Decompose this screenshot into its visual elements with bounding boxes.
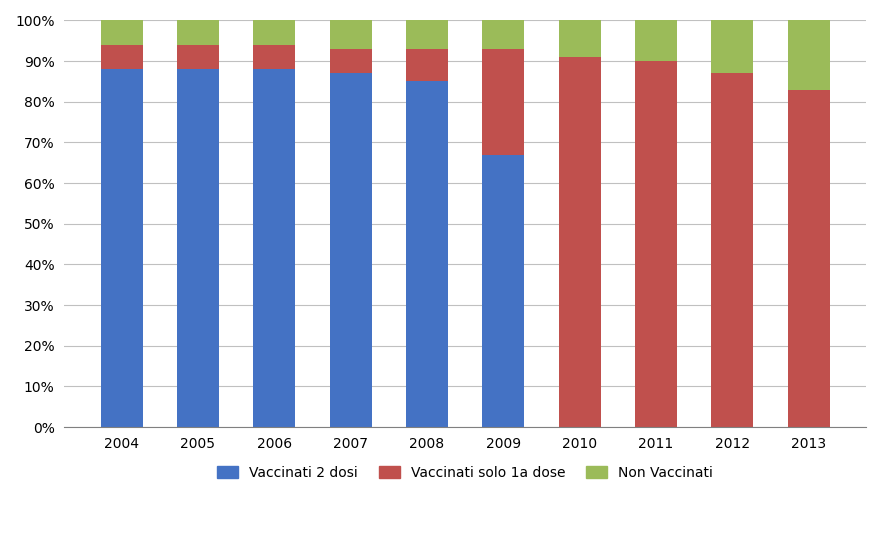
Bar — [329, 20, 372, 49]
Bar — [559, 57, 601, 427]
Bar — [406, 81, 448, 427]
Bar — [100, 45, 143, 69]
Bar — [254, 45, 295, 69]
Bar — [406, 49, 448, 81]
Bar — [177, 69, 219, 427]
Bar — [711, 74, 753, 427]
Bar — [635, 20, 677, 61]
Bar — [406, 20, 448, 49]
Bar — [254, 20, 295, 45]
Bar — [254, 69, 295, 427]
Bar — [100, 20, 143, 45]
Bar — [788, 20, 830, 90]
Bar — [482, 49, 524, 155]
Bar — [482, 20, 524, 49]
Bar — [482, 155, 524, 427]
Legend: Vaccinati 2 dosi, Vaccinati solo 1a dose, Non Vaccinati: Vaccinati 2 dosi, Vaccinati solo 1a dose… — [211, 460, 719, 485]
Bar — [177, 20, 219, 45]
Bar — [635, 61, 677, 427]
Bar — [711, 20, 753, 74]
Bar — [177, 45, 219, 69]
Bar — [329, 74, 372, 427]
Bar — [329, 49, 372, 74]
Bar — [100, 69, 143, 427]
Bar — [559, 20, 601, 57]
Bar — [788, 90, 830, 427]
